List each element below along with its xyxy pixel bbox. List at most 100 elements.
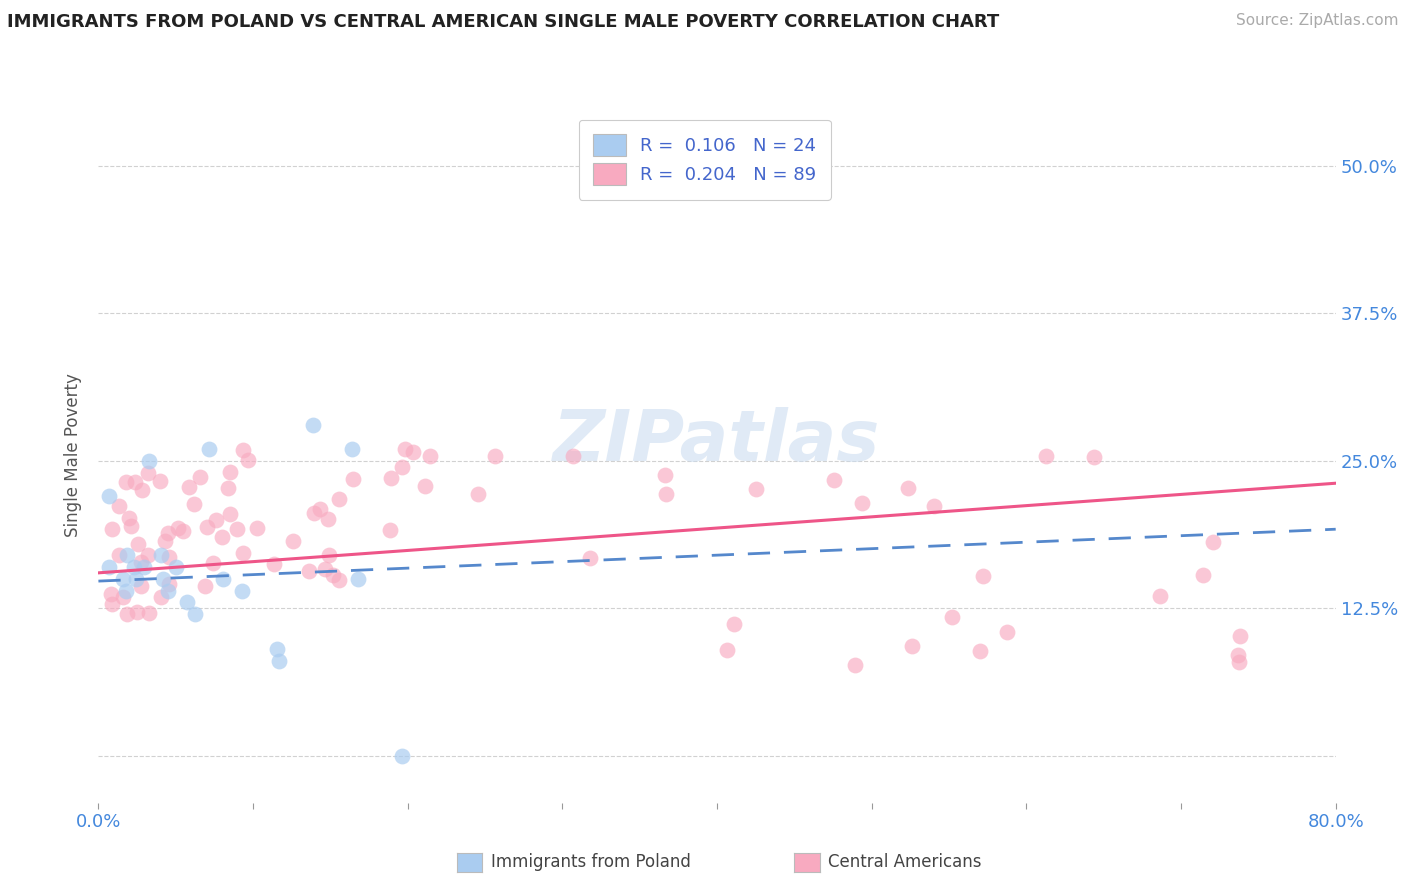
Point (176, 595, 198, 609)
Point (100, 522, 122, 536)
Point (844, 658, 866, 673)
Point (851, 495, 873, 509)
Point (995, 624, 1018, 639)
Point (218, 507, 240, 521)
Legend: R =  0.106   N = 24, R =  0.204   N = 89: R = 0.106 N = 24, R = 0.204 N = 89 (579, 120, 831, 200)
Point (347, 572, 370, 586)
Point (301, 418, 323, 433)
Point (1229, 629, 1251, 643)
Point (716, 643, 738, 657)
Point (236, 453, 259, 467)
Point (136, 548, 159, 562)
Point (114, 475, 136, 489)
Point (201, 556, 224, 570)
Point (246, 521, 269, 535)
Point (340, 442, 363, 456)
Point (157, 550, 180, 565)
Point (267, 654, 290, 668)
Text: Immigrants from Poland: Immigrants from Poland (491, 853, 690, 871)
Point (108, 548, 131, 562)
Point (165, 560, 187, 574)
Point (266, 642, 288, 657)
Point (578, 551, 600, 566)
Point (183, 498, 205, 512)
Point (723, 617, 745, 632)
Point (125, 605, 148, 619)
Point (308, 502, 330, 516)
Point (1149, 590, 1171, 604)
Point (197, 442, 219, 456)
Point (129, 556, 152, 570)
Point (152, 572, 174, 586)
Point (124, 475, 146, 490)
Text: Source: ZipAtlas.com: Source: ZipAtlas.com (1236, 13, 1399, 29)
Point (131, 579, 153, 593)
Point (1035, 449, 1057, 463)
Y-axis label: Single Male Poverty: Single Male Poverty (65, 373, 83, 537)
Point (413, 479, 436, 493)
Point (212, 572, 235, 586)
Point (138, 467, 160, 481)
Point (195, 520, 218, 534)
Point (304, 506, 326, 520)
Point (391, 460, 413, 475)
Point (138, 454, 160, 468)
Point (167, 520, 190, 534)
Point (391, 748, 413, 763)
Point (172, 524, 194, 538)
Point (150, 548, 173, 562)
Point (281, 534, 304, 549)
Point (138, 606, 160, 620)
Point (654, 468, 676, 483)
Point (127, 536, 149, 550)
Point (394, 442, 416, 456)
Point (118, 511, 141, 525)
Point (204, 513, 226, 527)
Point (115, 548, 138, 562)
Point (897, 481, 920, 495)
Point (484, 449, 506, 463)
Point (156, 525, 179, 540)
Point (561, 449, 583, 463)
Point (328, 573, 350, 587)
Point (922, 500, 945, 514)
Point (131, 483, 153, 497)
Point (1226, 648, 1249, 663)
Point (120, 519, 142, 533)
Point (328, 492, 350, 507)
Point (183, 607, 205, 621)
Point (654, 487, 676, 501)
Point (219, 465, 242, 479)
Point (969, 644, 991, 658)
Point (132, 560, 155, 574)
Point (941, 610, 963, 624)
Text: IMMIGRANTS FROM POLAND VS CENTRAL AMERICAN SINGLE MALE POVERTY CORRELATION CHART: IMMIGRANTS FROM POLAND VS CENTRAL AMERIC… (7, 13, 1000, 31)
Point (263, 558, 285, 572)
Point (149, 474, 172, 488)
Point (112, 572, 135, 586)
Point (231, 583, 253, 598)
Point (194, 579, 217, 593)
Text: ZIPatlas: ZIPatlas (554, 407, 880, 475)
Point (1227, 656, 1250, 670)
Point (900, 639, 922, 653)
Point (1192, 567, 1215, 582)
Text: Central Americans: Central Americans (828, 853, 981, 871)
Point (298, 565, 321, 579)
Point (380, 523, 402, 537)
Point (380, 471, 402, 485)
Point (97, 489, 120, 503)
Point (100, 587, 122, 601)
Point (322, 567, 344, 582)
Point (467, 487, 489, 501)
Point (157, 583, 180, 598)
Point (155, 533, 177, 548)
Point (211, 530, 233, 544)
Point (115, 607, 138, 621)
Point (122, 560, 145, 574)
Point (217, 481, 239, 495)
Point (226, 523, 249, 537)
Point (157, 577, 180, 591)
Point (342, 472, 364, 486)
Point (1202, 534, 1225, 549)
